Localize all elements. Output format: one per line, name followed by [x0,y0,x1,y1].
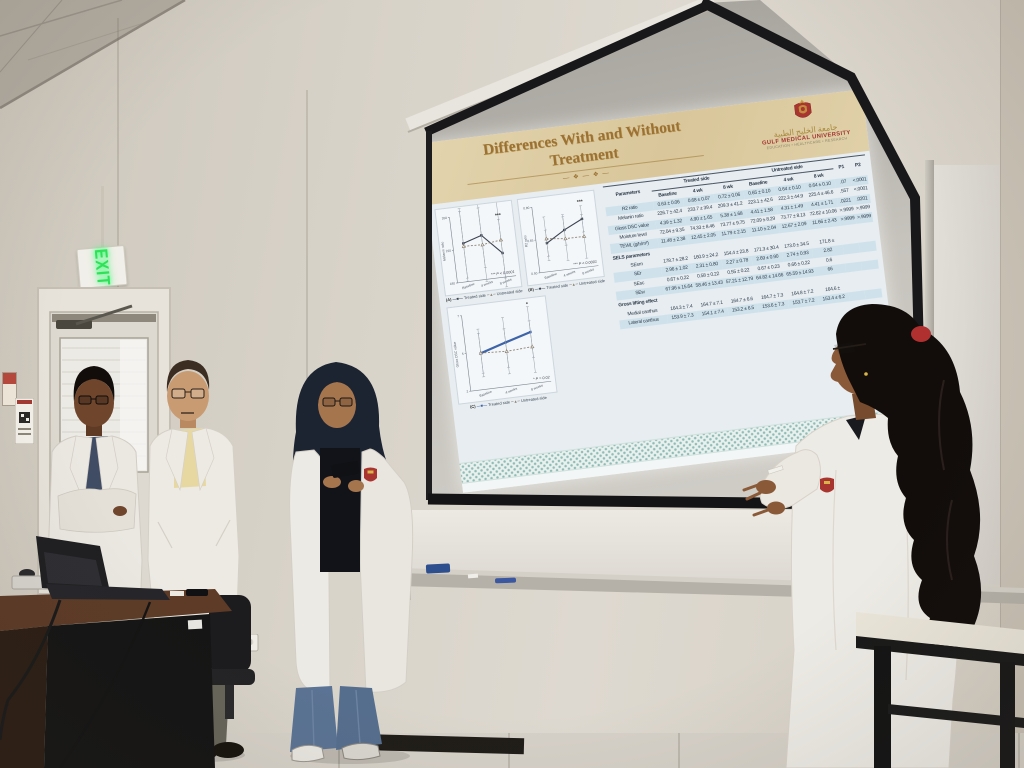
desk-side [0,626,48,768]
conduit [101,186,104,248]
svg-text:R2 ratio: R2 ratio [523,235,528,247]
svg-text:*** P < 0.0001: *** P < 0.0001 [491,270,515,277]
svg-text:***: *** [577,199,584,206]
jeans-left [290,686,338,752]
gmu-logo: جامعة الخليج الطبية GULF MEDICAL UNIVERS… [743,91,866,153]
svg-text:* P = 0.02: * P = 0.02 [533,375,551,381]
svg-text:8 weeks: 8 weeks [582,267,595,275]
glasses [832,343,867,350]
wall-seam [117,18,119,378]
svg-text:8 weeks: 8 weeks [530,383,543,391]
person-woman-hijab [289,362,414,764]
desk-front-panel [44,614,215,768]
shoe [212,742,244,758]
blue-marker [495,577,517,584]
table-leg [1000,662,1015,768]
svg-text:5: 5 [462,352,464,356]
slide-body: 180 220 260 Baseline 4 weeks 8 weeks Melanin r… [428,151,901,463]
marker-in-hand [767,465,784,475]
wall-seam [306,90,308,520]
svg-text:2: 2 [466,390,468,394]
svg-text:0.80: 0.80 [523,206,530,211]
hand [767,501,785,515]
hair [73,366,115,402]
poster-qr [15,398,34,444]
table-stretcher [888,704,1024,728]
collar [846,415,866,440]
svg-text:4 weeks: 4 weeks [563,270,576,278]
svg-text:Baseline: Baseline [462,282,476,290]
hand [348,480,364,492]
phone-on-desk [186,589,208,596]
cables [0,599,62,741]
earring [864,372,868,376]
hand [756,480,776,494]
ceiling [0,0,186,110]
slide-header: Differences With and Without Treatment —… [426,89,870,205]
side-table [856,612,1024,768]
curly-hair [836,304,982,652]
glasses [78,395,109,405]
svg-text:4 weeks: 4 weeks [481,280,494,288]
svg-text:0.65: 0.65 [527,239,534,244]
svg-text:Baseline: Baseline [479,390,493,398]
shoe [291,744,325,763]
chart-a: 180 220 260 Baseline 4 weeks 8 weeks Melanin r… [434,199,523,303]
face [167,371,209,421]
desk [0,536,232,768]
svg-text:4 weeks: 4 weeks [505,386,518,394]
svg-text:180: 180 [449,281,455,286]
svg-text:260: 260 [441,216,447,221]
smartphone [331,460,360,478]
table-leg [874,646,891,768]
lab-coat-right [359,448,414,693]
logo-shield-icon [794,99,812,118]
svg-text:***: *** [495,212,502,219]
face [318,382,356,428]
svg-text:7: 7 [457,314,459,318]
usb-dongle [170,591,184,596]
shoe [341,742,381,761]
poster-red [2,372,17,406]
hand [113,506,127,516]
jeans-right [336,686,382,750]
hand [323,476,341,488]
barcode-sticker [187,619,203,630]
right-wall [1001,0,1024,768]
svg-text:Melanin ratio: Melanin ratio [440,241,446,261]
red-scrunchie [911,326,931,342]
blue-eraser [425,563,451,574]
glasses [322,397,353,407]
person-presenter [742,304,982,768]
pocket-folds [157,519,231,549]
coat-crest-patch [364,467,377,482]
desk-top [0,589,232,631]
chart-b: 0.50 0.65 0.80 Baseline 4 weeks 8 weeks R2 rat… [516,189,606,293]
svg-text:220: 220 [445,249,451,254]
laptop-base [46,584,170,600]
svg-text:Gloss DSC value: Gloss DSC value [453,341,460,367]
charts-column: 180 220 260 Baseline 4 weeks 8 weeks Melanin r… [428,184,632,463]
crossed-arms [57,488,137,533]
table-top [856,612,1024,654]
svg-text:*** P < 0.0001: *** P < 0.0001 [573,260,597,267]
hair [166,360,210,392]
chart-c: 2 5 7 Baseline 4 weeks 8 weeks Gloss DSC value… [446,295,558,410]
pointing-fingers [742,483,762,501]
svg-text:*: * [526,302,529,308]
coat-crest-patch [820,477,834,493]
slide: Differences With and Without Treatment —… [426,89,905,493]
svg-text:0.50: 0.50 [531,271,538,276]
svg-text:Baseline: Baseline [544,272,558,280]
face [74,379,114,427]
office-chair [205,595,255,719]
glasses [171,388,205,399]
